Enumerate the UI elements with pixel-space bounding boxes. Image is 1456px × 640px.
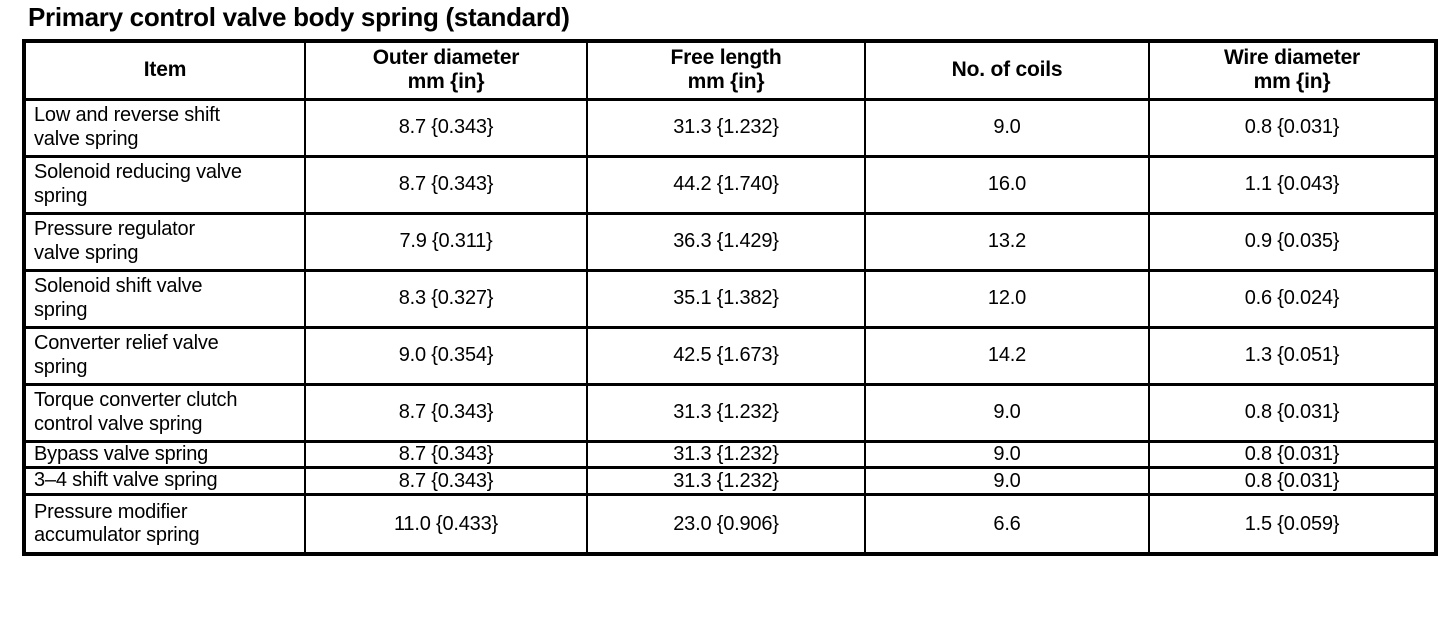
table-row: Solenoid reducing valve spring 8.7 {0.34… [23,154,1437,215]
column-header-label: Free length [670,46,782,70]
table-header-row: Item Outer diameter mm {in} Free length … [23,39,1437,101]
column-header-label: Item [143,58,187,82]
item-cell: Low and reverse shift valve spring [23,97,306,158]
column-header-outer-diameter: Outer diameter mm {in} [304,39,588,101]
table-row: Torque converter clutch control valve sp… [23,382,1437,443]
coils-cell: 9.0 [864,382,1150,443]
column-header-no-of-coils: No. of coils [864,39,1150,101]
coils-cell: 16.0 [864,154,1150,215]
column-header-wire-diameter: Wire diameter mm {in} [1148,39,1437,101]
wire-diameter-cell: 0.8 {0.031} [1148,466,1437,496]
free-length-cell: 36.3 {1.429} [586,211,866,272]
wire-diameter-cell: 0.8 {0.031} [1148,382,1437,443]
item-cell: Bypass valve spring [23,439,306,470]
column-header-unit: mm {in} [1253,70,1331,94]
free-length-cell: 31.3 {1.232} [586,466,866,496]
free-length-cell: 31.3 {1.232} [586,439,866,470]
coils-cell: 13.2 [864,211,1150,272]
table-row: Solenoid shift valve spring 8.3 {0.327} … [23,268,1437,329]
coils-cell: 9.0 [864,97,1150,158]
column-header-free-length: Free length mm {in} [586,39,866,101]
outer-diameter-cell: 8.3 {0.327} [304,268,588,329]
page-title: Primary control valve body spring (stand… [28,2,570,32]
column-header-unit: mm {in} [407,70,485,94]
table-row: 3–4 shift valve spring 8.7 {0.343} 31.3 … [23,466,1437,496]
wire-diameter-cell: 1.5 {0.059} [1148,492,1437,556]
free-length-cell: 23.0 {0.906} [586,492,866,556]
column-header-item: Item [23,39,306,101]
free-length-cell: 31.3 {1.232} [586,97,866,158]
column-header-label: No. of coils [951,58,1063,82]
coils-cell: 14.2 [864,325,1150,386]
free-length-cell: 44.2 {1.740} [586,154,866,215]
coils-cell: 9.0 [864,439,1150,470]
free-length-cell: 42.5 {1.673} [586,325,866,386]
item-cell: Converter relief valve spring [23,325,306,386]
free-length-cell: 31.3 {1.232} [586,382,866,443]
column-header-label: Wire diameter [1223,46,1361,70]
table-row: Low and reverse shift valve spring 8.7 {… [23,97,1437,158]
item-cell: 3–4 shift valve spring [23,466,306,496]
wire-diameter-cell: 0.8 {0.031} [1148,97,1437,158]
item-cell: Pressure modifier accumulator spring [23,492,306,556]
wire-diameter-cell: 1.3 {0.051} [1148,325,1437,386]
outer-diameter-cell: 8.7 {0.343} [304,97,588,158]
free-length-cell: 35.1 {1.382} [586,268,866,329]
item-cell: Torque converter clutch control valve sp… [23,382,306,443]
outer-diameter-cell: 8.7 {0.343} [304,154,588,215]
coils-cell: 6.6 [864,492,1150,556]
spring-spec-table: Item Outer diameter mm {in} Free length … [22,39,1438,557]
outer-diameter-cell: 9.0 {0.354} [304,325,588,386]
coils-cell: 9.0 [864,466,1150,496]
table-row: Bypass valve spring 8.7 {0.343} 31.3 {1.… [23,439,1437,470]
outer-diameter-cell: 8.7 {0.343} [304,466,588,496]
wire-diameter-cell: 1.1 {0.043} [1148,154,1437,215]
outer-diameter-cell: 7.9 {0.311} [304,211,588,272]
wire-diameter-cell: 0.8 {0.031} [1148,439,1437,470]
item-cell: Solenoid reducing valve spring [23,154,306,215]
outer-diameter-cell: 11.0 {0.433} [304,492,588,556]
wire-diameter-cell: 0.9 {0.035} [1148,211,1437,272]
table-row: Converter relief valve spring 9.0 {0.354… [23,325,1437,386]
outer-diameter-cell: 8.7 {0.343} [304,439,588,470]
item-cell: Solenoid shift valve spring [23,268,306,329]
item-cell: Pressure regulator valve spring [23,211,306,272]
column-header-unit: mm {in} [687,70,765,94]
wire-diameter-cell: 0.6 {0.024} [1148,268,1437,329]
column-header-label: Outer diameter [372,46,520,70]
table-row: Pressure regulator valve spring 7.9 {0.3… [23,211,1437,272]
coils-cell: 12.0 [864,268,1150,329]
table-row: Pressure modifier accumulator spring 11.… [23,492,1437,556]
outer-diameter-cell: 8.7 {0.343} [304,382,588,443]
